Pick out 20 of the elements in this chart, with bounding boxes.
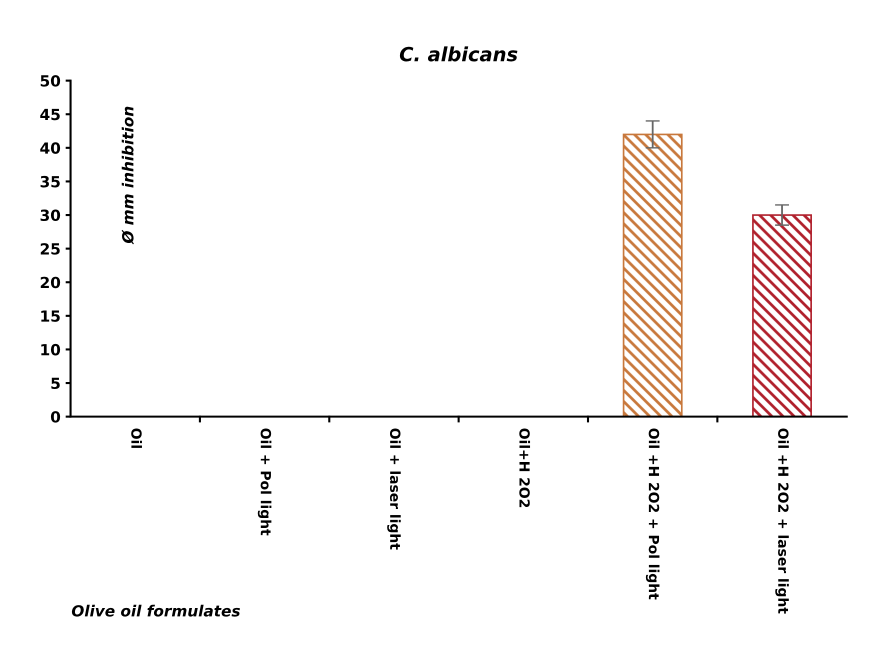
- x-tick-label: Oil + Pol light: [258, 428, 272, 536]
- y-tick-label: 25: [40, 243, 60, 255]
- y-tick-label: 45: [40, 108, 60, 120]
- y-tick-label: 20: [40, 276, 60, 288]
- y-tick-label: 40: [40, 142, 60, 154]
- y-tick-label: 10: [41, 344, 60, 356]
- y-tick-label: 15: [41, 310, 60, 322]
- x-tick-label: Oil: [131, 428, 142, 448]
- y-axis-title: Ø mm inhibition: [122, 106, 134, 244]
- x-tick-label: Oil +H 2O2 + Pol light: [646, 428, 660, 600]
- y-tick-label: 30: [40, 210, 60, 222]
- x-tick-label: Oil +H 2O2 + laser light: [775, 428, 789, 614]
- x-axis-title: Olive oil formulates: [72, 604, 240, 617]
- y-tick-label: 5: [51, 378, 60, 390]
- y-tick-label: 50: [40, 75, 60, 87]
- y-tick-label: 35: [40, 176, 60, 188]
- x-tick-label: Oil + laser light: [387, 428, 401, 550]
- y-tick-label: 0: [50, 411, 60, 423]
- chart-title: C. albicans: [400, 46, 518, 62]
- x-tick-label: Oil+H 2O2: [519, 428, 530, 508]
